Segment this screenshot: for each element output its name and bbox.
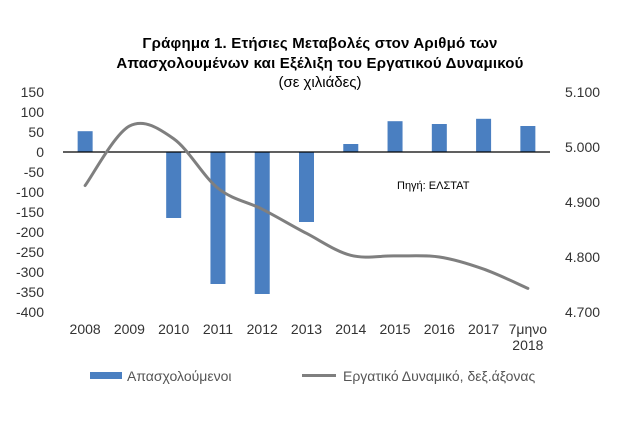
right-tick-label: 4.700 (565, 304, 600, 320)
bar-2011 (210, 152, 226, 284)
labor-force-line (83, 121, 530, 290)
left-tick-label: -350 (16, 284, 44, 300)
left-tick-label: -150 (16, 204, 44, 220)
x-tick-label: 2013 (291, 321, 322, 337)
left-tick-label: 150 (21, 84, 45, 100)
x-tick-label: 2016 (424, 321, 455, 337)
left-tick-label: 0 (36, 144, 44, 160)
bar-7μηνο-2018 (520, 126, 536, 152)
x-tick-label: 2015 (379, 321, 410, 337)
left-tick-label: -250 (16, 244, 44, 260)
legend-label-employed: Απασχολούμενοι (127, 368, 231, 384)
legend-label-labor-force: Εργατικό Δυναμικό, δεξ.άξονας (343, 368, 536, 384)
bar-2014 (343, 144, 359, 152)
x-tick-label: 2008 (70, 321, 101, 337)
right-tick-label: 5.000 (565, 139, 600, 155)
left-tick-label: 100 (21, 104, 45, 120)
left-tick-label: 50 (28, 124, 44, 140)
right-tick-label: 4.800 (565, 249, 600, 265)
bar-2015 (387, 121, 403, 152)
left-tick-label: -100 (16, 184, 44, 200)
bar-2008 (77, 131, 93, 152)
x-tick-label: 2017 (468, 321, 499, 337)
x-tick-label: 2014 (335, 321, 366, 337)
left-axis-ticks: 150 100 50 0 -50 -100 -150 -200 -250 -300 -350 -400 (16, 84, 44, 320)
left-tick-label: -200 (16, 224, 44, 240)
bar-series (77, 118, 536, 294)
right-tick-label: 4.900 (565, 194, 600, 210)
line-series (83, 121, 530, 290)
bar-2013 (299, 152, 314, 222)
x-tick-label: 7μηνο 2018 (509, 321, 548, 353)
source-note: Πηγή: ΕΛΣΤΑΤ (397, 180, 470, 192)
chart-subtitle: (σε χιλιάδες) (278, 74, 362, 91)
x-tick-label: 2011 (203, 321, 233, 337)
x-tick-label: 2012 (247, 321, 278, 337)
x-tick-label: 2009 (114, 321, 145, 337)
right-axis-ticks: 5.100 5.000 4.900 4.800 4.700 (565, 84, 600, 320)
bar-2017 (476, 118, 492, 152)
x-axis-ticks: 2008 2009 2010 2011 2012 2013 2014 2015 2016 2017… (70, 321, 548, 353)
left-tick-label: -400 (16, 304, 44, 320)
legend: Απασχολούμενοι Εργατικό Δυναμικό, δεξ.άξο… (90, 368, 536, 384)
bar-2012 (254, 152, 270, 294)
legend-swatch-employed (90, 372, 122, 379)
x-tick-label: 2010 (158, 321, 189, 337)
chart-title-line-1: Γράφημα 1. Ετήσιες Μεταβολές στον Αριθμό… (142, 35, 498, 52)
bar-2016 (431, 124, 447, 152)
right-tick-label: 5.100 (565, 84, 600, 100)
left-tick-label: -300 (16, 264, 44, 280)
chart-title-block: Γράφημα 1. Ετήσιες Μεταβολές στον Αριθμό… (60, 34, 580, 92)
left-tick-label: -50 (24, 164, 44, 180)
bar-2010 (166, 152, 182, 218)
chart-title-line-2: Απασχολουμένων και Εξέλιξη του Εργατικού… (116, 55, 524, 72)
